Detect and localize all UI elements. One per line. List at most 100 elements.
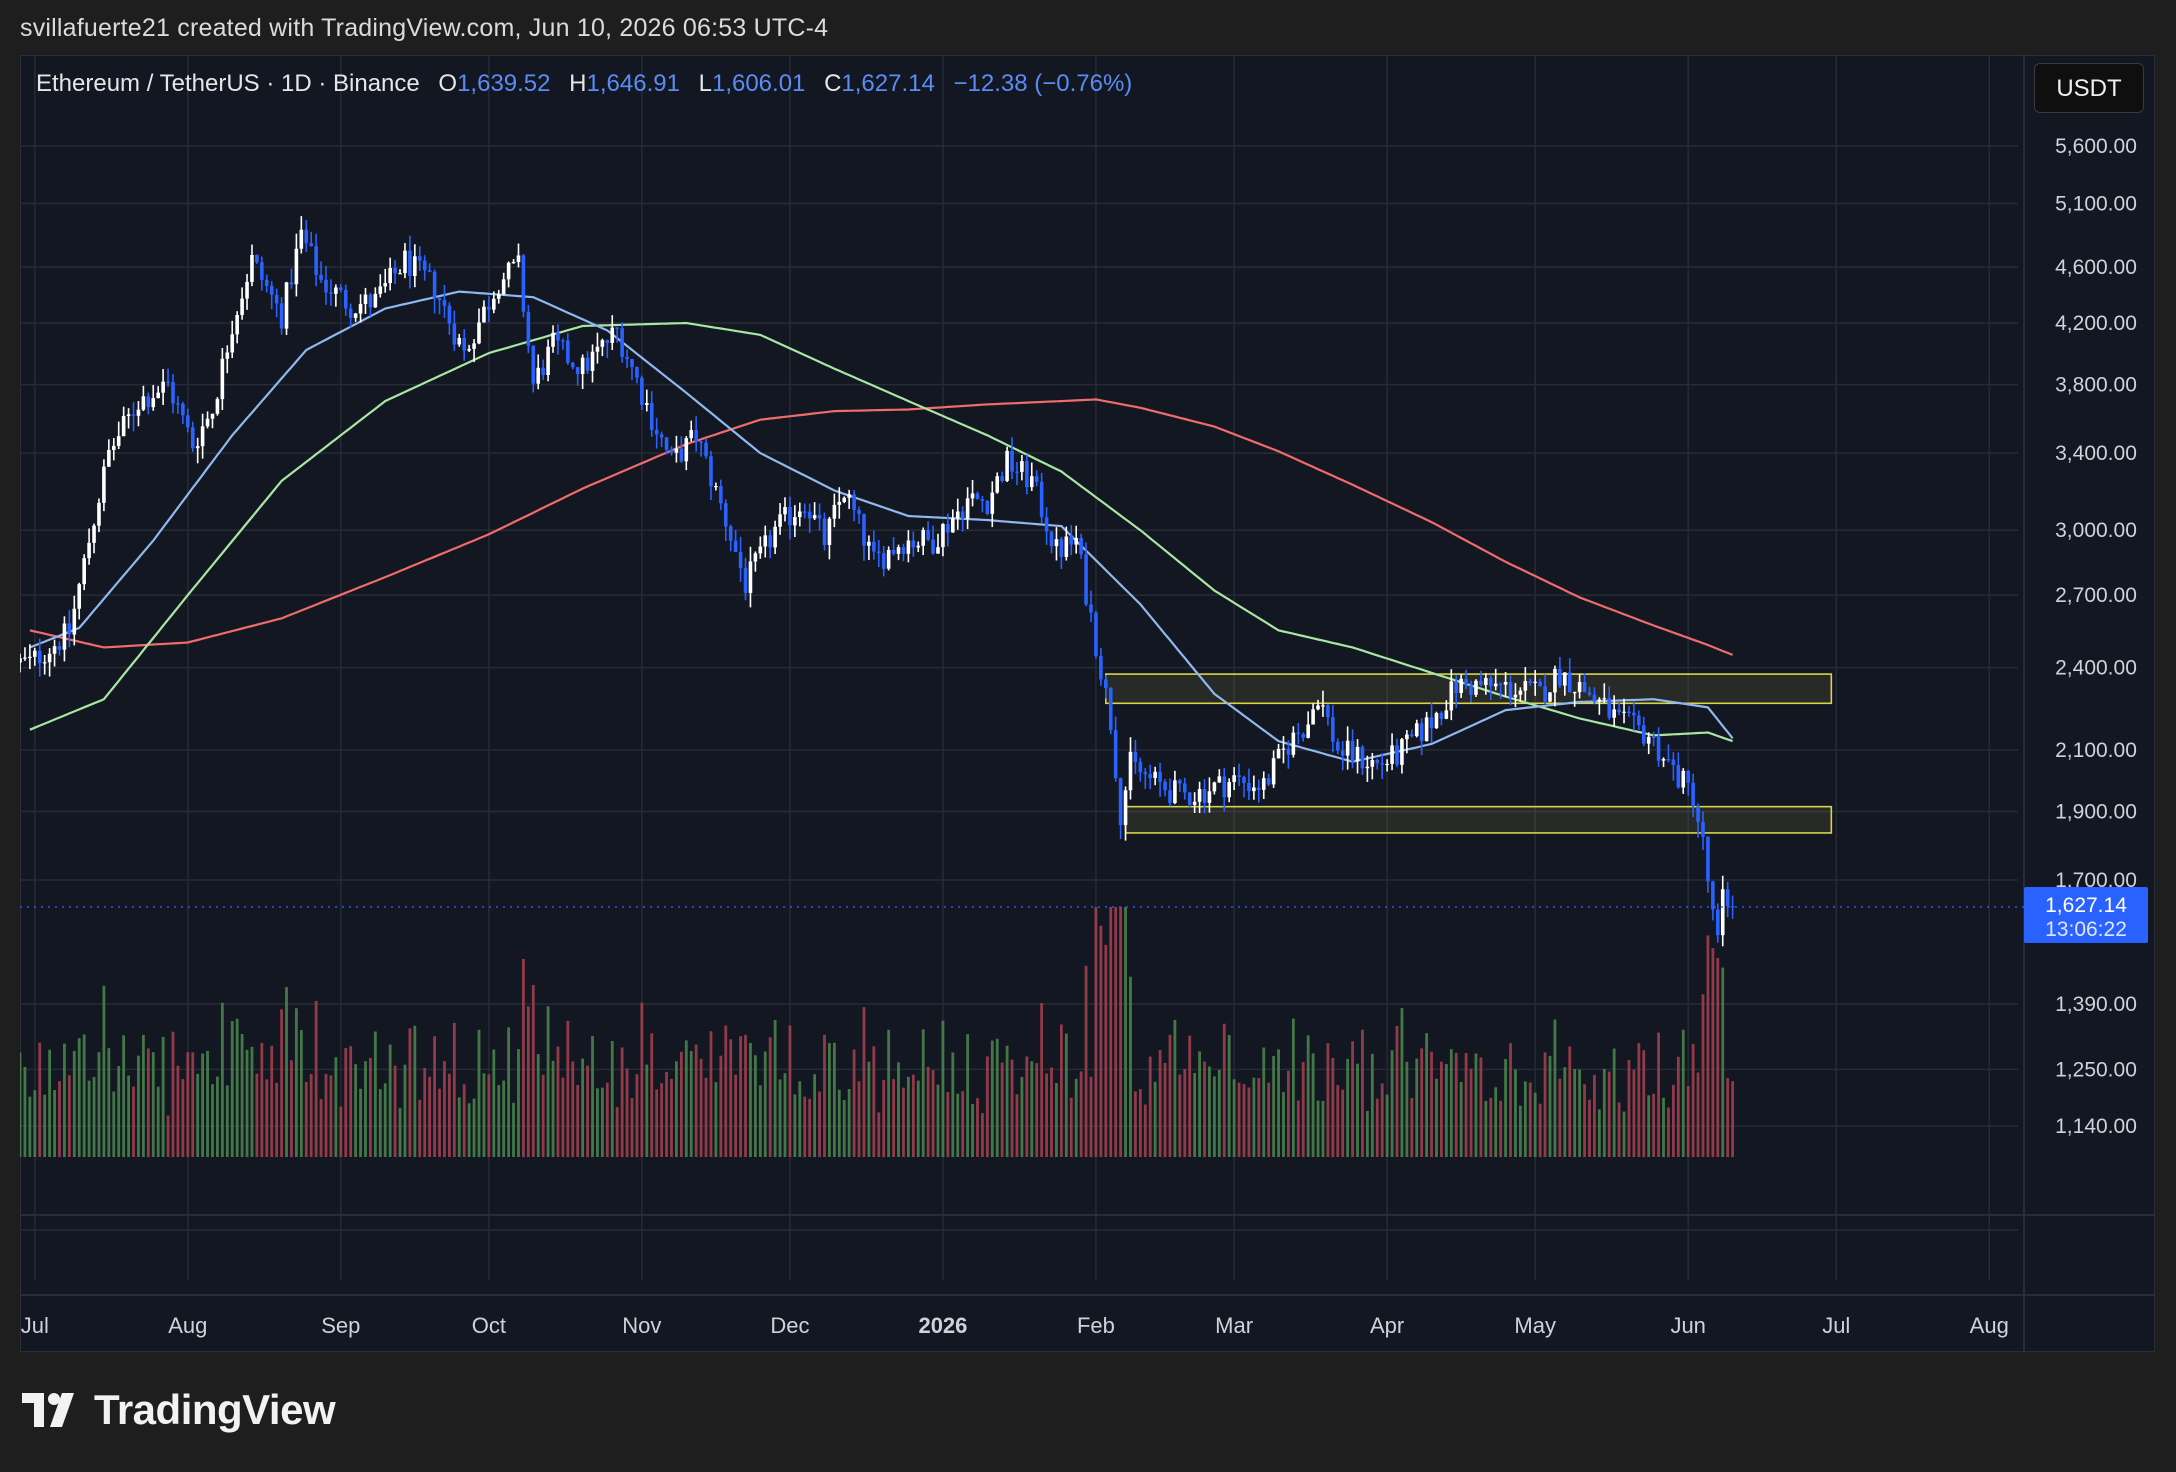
candle-body (615, 327, 619, 329)
candle-body (802, 511, 807, 513)
volume-bar (507, 1027, 511, 1157)
volume-bar (1405, 1061, 1409, 1157)
candle-body (1400, 739, 1404, 765)
candle-body (1044, 517, 1049, 532)
candle-body (906, 540, 911, 554)
volume-bar (605, 1082, 609, 1157)
chart-area[interactable]: 5,600.00 5,100.00 4,600.00 4,200.00 3,800.00… (20, 55, 2155, 1352)
volume-bar (1518, 1105, 1522, 1157)
candle-body (1242, 776, 1246, 783)
volume-bar (324, 1073, 328, 1157)
volume-bar (63, 1043, 66, 1157)
price-tag-countdown: 13:06:22 (2045, 918, 2127, 941)
candle-body (1257, 787, 1261, 790)
volume-bar (981, 1113, 984, 1157)
volume-bar (556, 1046, 560, 1157)
candle-body (378, 286, 383, 294)
candle-body (121, 415, 126, 437)
volume-bar (1652, 1093, 1656, 1157)
volume-bar (477, 1029, 481, 1157)
tradingview-logo[interactable]: TradingView (22, 1386, 336, 1434)
price-tick-label: 3,400.00 (2055, 442, 2137, 465)
volume-bar (926, 1066, 930, 1157)
volume-bar (1336, 1085, 1340, 1157)
candle-body (462, 337, 466, 351)
volume-bar (141, 1034, 145, 1157)
volume-bar (196, 1073, 200, 1157)
candle-body (793, 517, 797, 526)
candle-body (23, 657, 27, 659)
candle-body (1128, 751, 1133, 791)
volume-bar (1370, 1053, 1374, 1157)
candle-body (176, 403, 180, 405)
volume-bar (596, 1088, 599, 1157)
volume-bar (20, 1052, 22, 1157)
symbol-name: Ethereum / TetherUS · 1D · Binance (36, 70, 420, 97)
candle-body (87, 542, 91, 559)
moving-averages (29, 290, 1734, 763)
volume-bar (1440, 1061, 1443, 1157)
volume-bar (842, 1100, 846, 1157)
volume-bar (1681, 1029, 1685, 1157)
volume-bar (1316, 1100, 1320, 1157)
candle-body (329, 292, 333, 294)
volume-bar (1716, 957, 1720, 1157)
grid-lines (20, 55, 2155, 1352)
volume-bar (1691, 1043, 1695, 1157)
volume-bar (1459, 1082, 1463, 1157)
candle-body (1716, 909, 1720, 936)
candle-body (980, 499, 985, 501)
price-axis[interactable]: 5,600.00 5,100.00 4,600.00 4,200.00 3,800.00… (2055, 135, 2137, 1138)
volume-bar (921, 1029, 925, 1157)
volume-bar (976, 1098, 979, 1157)
volume-bar (1410, 1098, 1414, 1157)
support-resistance-zones (1105, 673, 1833, 834)
candle-body (264, 279, 269, 286)
candle-body (857, 509, 861, 514)
candle-body (911, 540, 916, 548)
candle-body (511, 261, 516, 264)
volume-bar (220, 1002, 224, 1157)
volume-bar (492, 1049, 496, 1157)
candle-body (951, 518, 955, 533)
volume-bar (1484, 1100, 1488, 1157)
volume-bar (1134, 1091, 1137, 1157)
volume-bar (1523, 1081, 1527, 1157)
volume-bar (610, 1041, 614, 1157)
candle-body (339, 287, 343, 290)
volume-bar (1622, 1111, 1626, 1157)
candle-body (575, 367, 580, 375)
time-tick-label: Jul (1822, 1313, 1850, 1338)
currency-button[interactable]: USDT (2034, 63, 2144, 113)
volume-bar (1533, 1092, 1537, 1157)
candle-body (1641, 725, 1646, 744)
volume-bar (916, 1080, 920, 1157)
volume-bar (117, 1066, 121, 1157)
volume-bar (694, 1044, 698, 1157)
candle-body (748, 561, 753, 593)
candle-body (521, 255, 526, 312)
volume-bar (1208, 1066, 1211, 1157)
candle-body (931, 539, 935, 554)
candle-body (654, 429, 659, 435)
candle-body (1701, 822, 1705, 837)
candle-body (1676, 765, 1681, 788)
candle-body (1617, 709, 1621, 713)
candle-body (536, 367, 541, 384)
volume-bar (1163, 1062, 1167, 1157)
volume-bar (270, 1045, 274, 1157)
candle-body (383, 283, 388, 287)
volume-bar (971, 1104, 974, 1157)
candle-body (1577, 681, 1582, 693)
volume-bar (398, 1107, 402, 1157)
candle-body (645, 403, 649, 405)
candle-body (343, 289, 348, 309)
volume-bar (359, 1088, 362, 1157)
candle-body (1711, 881, 1715, 910)
time-axis[interactable]: Jul Aug Sep Oct Nov Dec 2026 Feb Mar Apr May Jun Jul… (21, 1313, 2009, 1338)
volume-bar (1040, 1002, 1044, 1157)
volume-bar (1277, 1049, 1280, 1157)
symbol-legend[interactable]: Ethereum / TetherUS · 1D · Binance O1,63… (36, 70, 1132, 98)
candle-body (709, 456, 713, 487)
candle-body (1029, 476, 1034, 488)
